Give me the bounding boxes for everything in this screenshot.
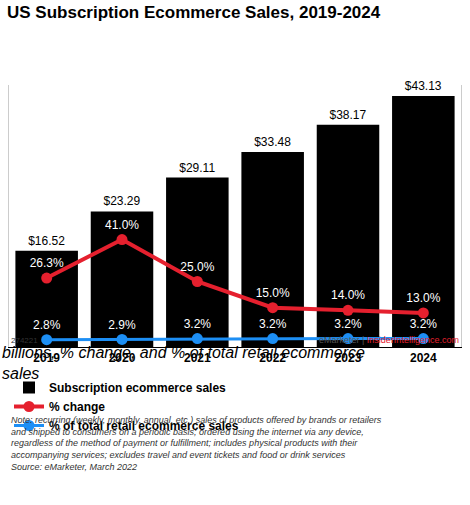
svg-text:2023: 2023 (335, 351, 362, 365)
svg-text:3.2%: 3.2% (410, 317, 438, 331)
svg-text:14.0%: 14.0% (331, 288, 365, 302)
svg-text:$16.52: $16.52 (28, 234, 65, 248)
svg-text:13.0%: 13.0% (406, 291, 440, 305)
svg-text:3.2%: 3.2% (334, 317, 362, 331)
svg-text:15.0%: 15.0% (256, 286, 290, 300)
svg-text:2020: 2020 (109, 351, 136, 365)
svg-text:41.0%: 41.0% (105, 218, 139, 232)
svg-text:$43.13: $43.13 (405, 79, 442, 93)
svg-text:26.3%: 26.3% (30, 256, 64, 270)
svg-text:Subscription ecommerce sales: Subscription ecommerce sales (49, 381, 226, 395)
svg-text:% change: % change (49, 400, 105, 414)
svg-text:$23.29: $23.29 (103, 194, 140, 208)
svg-text:2024: 2024 (410, 351, 437, 365)
svg-text:% of total retail ecommerce sa: % of total retail ecommerce sales (49, 419, 239, 433)
svg-text:2.9%: 2.9% (108, 318, 136, 332)
svg-text:25.0%: 25.0% (180, 260, 214, 274)
svg-text:3.2%: 3.2% (259, 317, 287, 331)
svg-text:$33.48: $33.48 (254, 135, 291, 149)
svg-text:274221: 274221 (11, 336, 38, 345)
svg-text:Note: recurring (weekly, month: Note: recurring (weekly, monthly, annual… (11, 415, 382, 472)
svg-text:3.2%: 3.2% (184, 317, 212, 331)
svg-text:billions, % change, and % of t: billions, % change, and % of total retai… (2, 344, 365, 382)
svg-text:$29.11: $29.11 (179, 161, 215, 175)
svg-text:$38.17: $38.17 (329, 108, 366, 122)
svg-text:eMarketer | InsiderIntelligenc: eMarketer | InsiderIntelligence.com (319, 335, 459, 345)
svg-text:2021: 2021 (184, 351, 211, 365)
svg-text:US Subscription Ecommerce Sale: US Subscription Ecommerce Sales, 2019-20… (7, 3, 381, 22)
svg-text:2022: 2022 (259, 351, 286, 365)
svg-text:2019: 2019 (33, 351, 60, 365)
svg-text:2.8%: 2.8% (33, 318, 61, 332)
